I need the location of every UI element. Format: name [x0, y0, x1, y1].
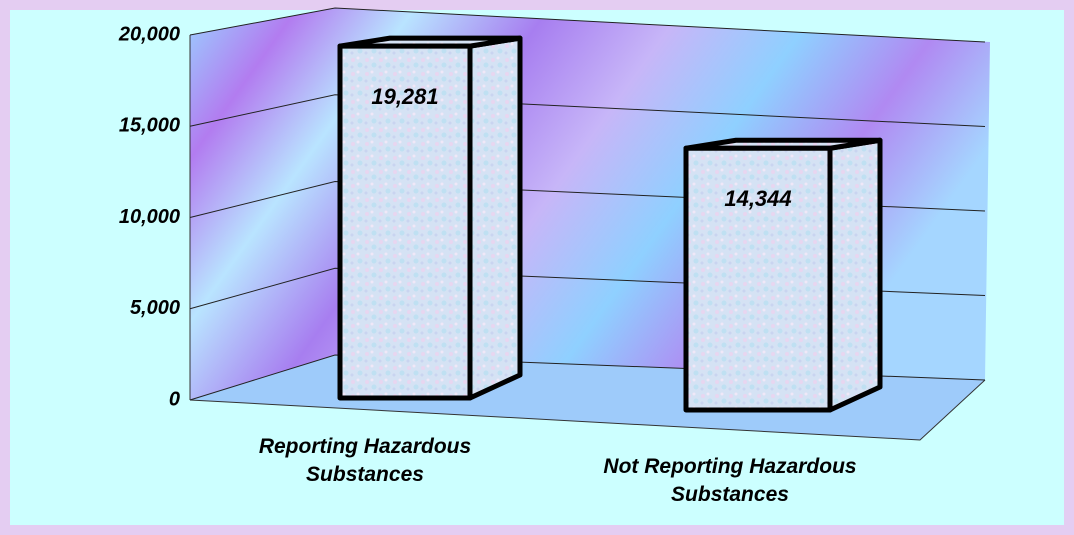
bar-side	[467, 35, 523, 401]
value-label: 19,281	[371, 84, 438, 109]
y-tick-label: 15,000	[119, 115, 180, 137]
y-tick-label: 20,000	[118, 23, 180, 45]
y-tick-label: 10,000	[119, 206, 180, 228]
x-tick-label: Reporting Hazardous Substances	[258, 435, 472, 486]
y-tick-label: 0	[169, 388, 180, 410]
x-tick-label: Not Reporting Hazardous Substances	[603, 455, 857, 506]
grid-line	[189, 7, 986, 43]
bar-front	[683, 145, 833, 413]
bar-front	[337, 43, 473, 401]
bar	[337, 35, 523, 401]
value-label: 14,344	[724, 186, 791, 211]
floor-edge	[189, 379, 986, 441]
bar	[683, 137, 883, 413]
grid-line	[189, 94, 986, 127]
bar-side	[827, 137, 883, 413]
y-tick-label: 5,000	[130, 297, 180, 319]
